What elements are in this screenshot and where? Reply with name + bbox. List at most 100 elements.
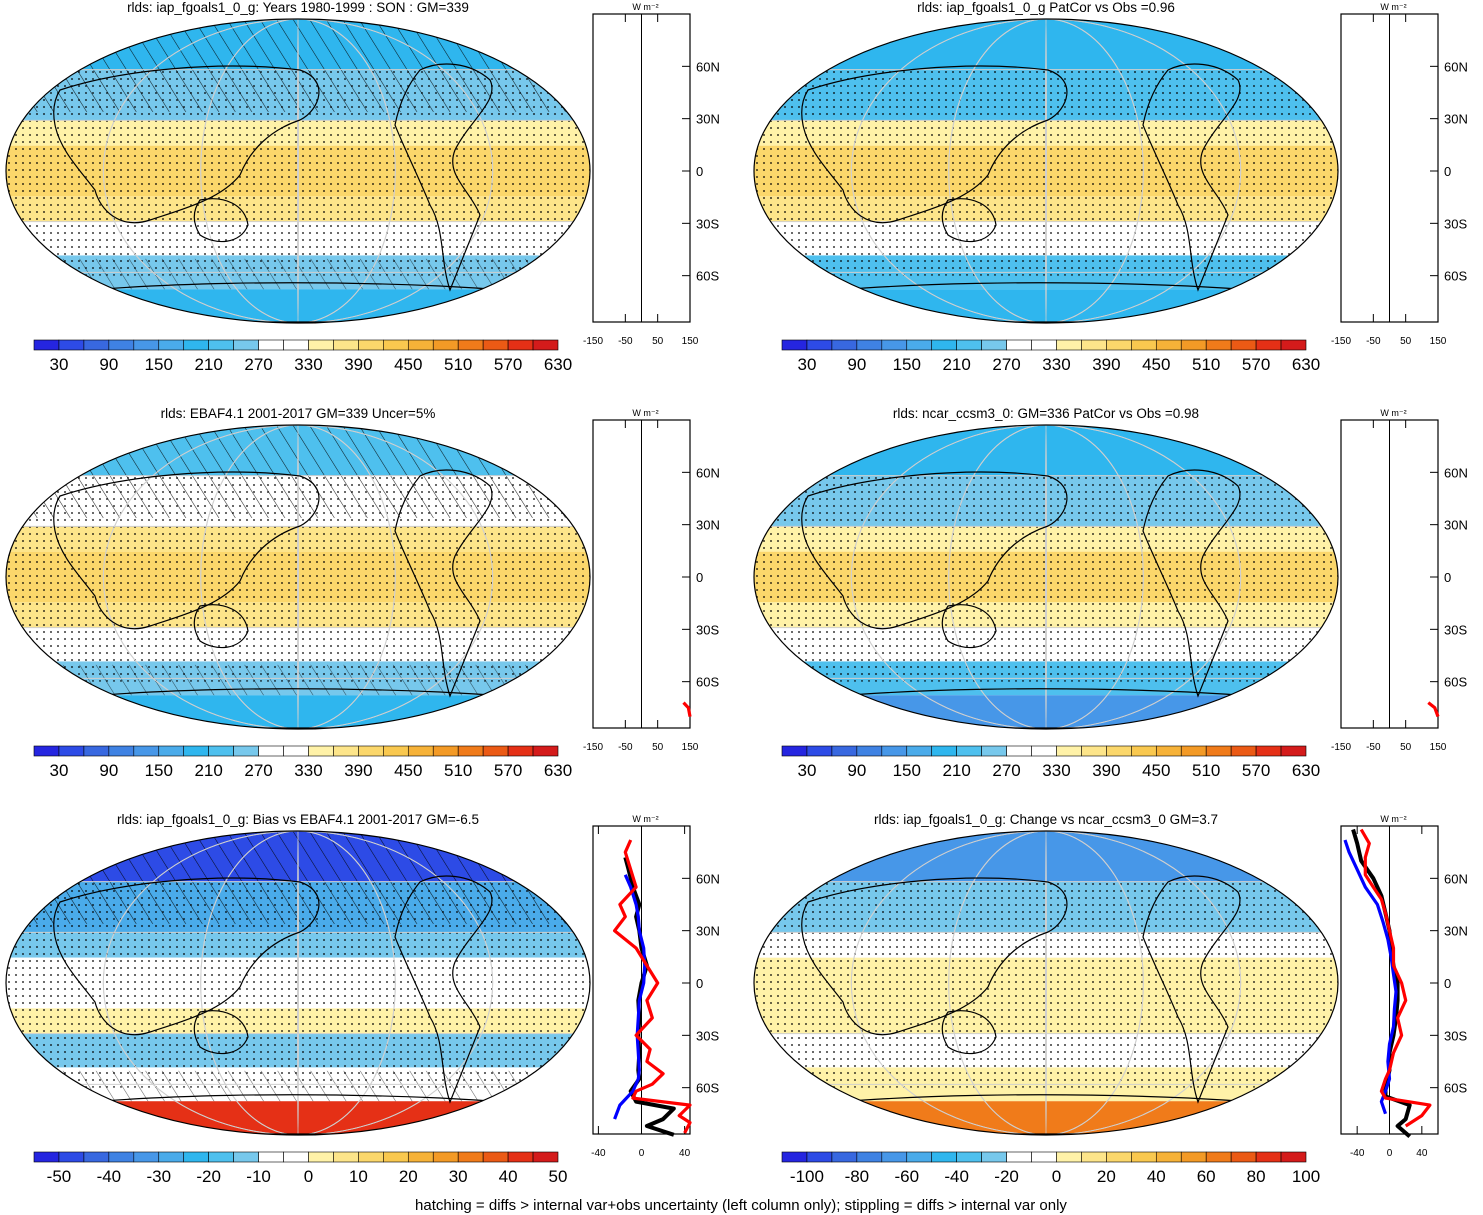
colorbar-tick-label: 150 bbox=[893, 355, 921, 374]
colorbar-swatch bbox=[258, 339, 284, 351]
zonal-mean-profile: W m⁻² -150 -50 50 150 60N 30N 0 30S 60S bbox=[583, 2, 720, 347]
graticule-meridian bbox=[102, 425, 494, 729]
coastline bbox=[941, 604, 997, 649]
profile-x-tick-label: 50 bbox=[652, 336, 664, 347]
graticule-meridian bbox=[200, 425, 396, 729]
colorbar-swatch bbox=[333, 1151, 359, 1163]
colorbar-swatch bbox=[1006, 745, 1032, 757]
colorbar-tick-label: 570 bbox=[494, 761, 522, 780]
coastline bbox=[193, 198, 249, 243]
colorbar-swatch bbox=[457, 745, 484, 757]
colorbar-swatch bbox=[1180, 339, 1207, 351]
profile-lat-tick-label: 60S bbox=[1444, 269, 1467, 284]
coastline bbox=[394, 469, 493, 698]
profile-x-tick-label: -50 bbox=[618, 742, 633, 753]
colorbar-swatch bbox=[1180, 745, 1207, 757]
colorbar-swatch bbox=[457, 1151, 484, 1163]
colorbar-swatch bbox=[233, 339, 259, 351]
colorbar-tick-label: 330 bbox=[294, 761, 322, 780]
colorbar-swatch bbox=[83, 1151, 110, 1163]
profile-lat-tick-label: 60N bbox=[696, 871, 720, 886]
colorbar-tick-label: 270 bbox=[244, 355, 272, 374]
colorbar-swatch bbox=[1255, 1151, 1282, 1163]
coastline bbox=[193, 604, 249, 649]
colorbar-swatch bbox=[482, 1151, 509, 1163]
colorbar-tick-label: 270 bbox=[992, 761, 1020, 780]
colorbar-swatch bbox=[831, 1151, 858, 1163]
graticule-meridian bbox=[850, 425, 1242, 729]
profile-x-tick-label: -150 bbox=[1331, 336, 1351, 347]
colorbar-swatch bbox=[457, 339, 484, 351]
colorbar-tick-label: 100 bbox=[1292, 1167, 1320, 1186]
profile-lat-tick-label: 30N bbox=[1444, 112, 1468, 127]
colorbar-tick-label: 330 bbox=[1042, 761, 1070, 780]
profile-lat-tick-label: 0 bbox=[696, 570, 703, 585]
colorbar-tick-label: 60 bbox=[1197, 1167, 1216, 1186]
profile-lat-tick-label: 30S bbox=[696, 216, 719, 231]
graticule-meridian bbox=[200, 19, 396, 323]
profile-lat-tick-label: 60N bbox=[1444, 465, 1468, 480]
colorbar-swatch bbox=[881, 339, 908, 351]
colorbar-swatch bbox=[1081, 1151, 1107, 1163]
colorbar-swatch bbox=[956, 339, 982, 351]
colorbar-swatch bbox=[133, 339, 160, 351]
profile-x-tick-label: 0 bbox=[639, 1148, 645, 1159]
colorbar-swatch bbox=[358, 339, 384, 351]
colorbar-swatch bbox=[1205, 745, 1232, 757]
zonal-mean-profile: W m⁻² -150 -50 50 150 60N 30N 0 30S 60S bbox=[1331, 2, 1468, 347]
colorbar-swatch bbox=[806, 1151, 833, 1163]
profile-x-tick-label: 150 bbox=[682, 336, 699, 347]
colorbar-swatch bbox=[383, 1151, 409, 1163]
profile-lat-tick-label: 30S bbox=[696, 1028, 719, 1043]
profile-x-tick-label: 40 bbox=[1416, 1148, 1428, 1159]
colorbar-swatch bbox=[507, 339, 534, 351]
colorbar-swatch bbox=[208, 745, 234, 757]
colorbar-tick-label: 390 bbox=[344, 355, 372, 374]
colorbar-tick-label: 10 bbox=[349, 1167, 368, 1186]
zonal-mean-profile: W m⁻² -40 0 40 60N 30N 0 30S 60S bbox=[591, 814, 720, 1159]
colorbar-swatch bbox=[906, 745, 933, 757]
colorbar-tick-label: 270 bbox=[244, 761, 272, 780]
coastline bbox=[1142, 875, 1241, 1104]
profile-lat-tick-label: 0 bbox=[1444, 164, 1451, 179]
colorbar-tick-label: 90 bbox=[99, 761, 118, 780]
colorbar-tick-label: -50 bbox=[47, 1167, 72, 1186]
colorbar-swatch bbox=[806, 339, 833, 351]
profile-x-tick-label: -40 bbox=[591, 1148, 606, 1159]
profile-x-tick-label: -150 bbox=[583, 742, 603, 753]
colorbar-swatch bbox=[383, 745, 409, 757]
colorbar-tick-label: 270 bbox=[992, 355, 1020, 374]
profile-x-tick-label: -50 bbox=[1366, 336, 1381, 347]
panel-bottom-left: rlds: iap_fgoals1_0_g: Bias vs EBAF4.1 2… bbox=[5, 812, 720, 1186]
colorbar-swatch bbox=[482, 339, 509, 351]
colorbar-tick-label: -40 bbox=[97, 1167, 122, 1186]
graticule-meridian bbox=[948, 19, 1144, 323]
coastline bbox=[801, 65, 1068, 224]
colorbar-swatch bbox=[1280, 339, 1307, 351]
colorbar-swatch bbox=[308, 339, 334, 351]
colorbar-swatch bbox=[956, 745, 982, 757]
colorbar-swatch bbox=[133, 1151, 160, 1163]
profile-x-tick-label: -40 bbox=[1350, 1148, 1365, 1159]
colorbar-swatch bbox=[856, 745, 883, 757]
coastline bbox=[53, 471, 320, 630]
colorbar-swatch bbox=[1006, 339, 1032, 351]
colorbar-tick-label: 510 bbox=[444, 761, 472, 780]
profile-x-tick-label: 50 bbox=[652, 742, 664, 753]
colorbar-tick-label: 90 bbox=[847, 761, 866, 780]
colorbar-swatch bbox=[507, 745, 534, 757]
colorbar-swatch bbox=[283, 339, 309, 351]
coastline bbox=[941, 1010, 997, 1055]
profile-x-tick-label: -50 bbox=[1366, 742, 1381, 753]
colorbar-swatch bbox=[781, 1151, 808, 1163]
colorbar-tick-label: 30 bbox=[797, 355, 816, 374]
panel-middle-right: rlds: ncar_ccsm3_0: GM=336 PatCor vs Obs… bbox=[753, 406, 1468, 780]
colorbar-swatch bbox=[308, 1151, 334, 1163]
colorbar-swatch bbox=[482, 745, 509, 757]
panel-title: rlds: iap_fgoals1_0_g PatCor vs Obs =0.9… bbox=[917, 0, 1175, 15]
colorbar: -100 -80 -60 -40 -20 0 20 40 60 80 100 bbox=[781, 1151, 1320, 1186]
colorbar-swatch bbox=[1006, 1151, 1032, 1163]
coastline bbox=[394, 63, 493, 292]
colorbar-tick-label: -20 bbox=[994, 1167, 1019, 1186]
zonal-mean-profile: W m⁻² -40 0 40 60N 30N 0 30S 60S bbox=[1340, 814, 1468, 1159]
